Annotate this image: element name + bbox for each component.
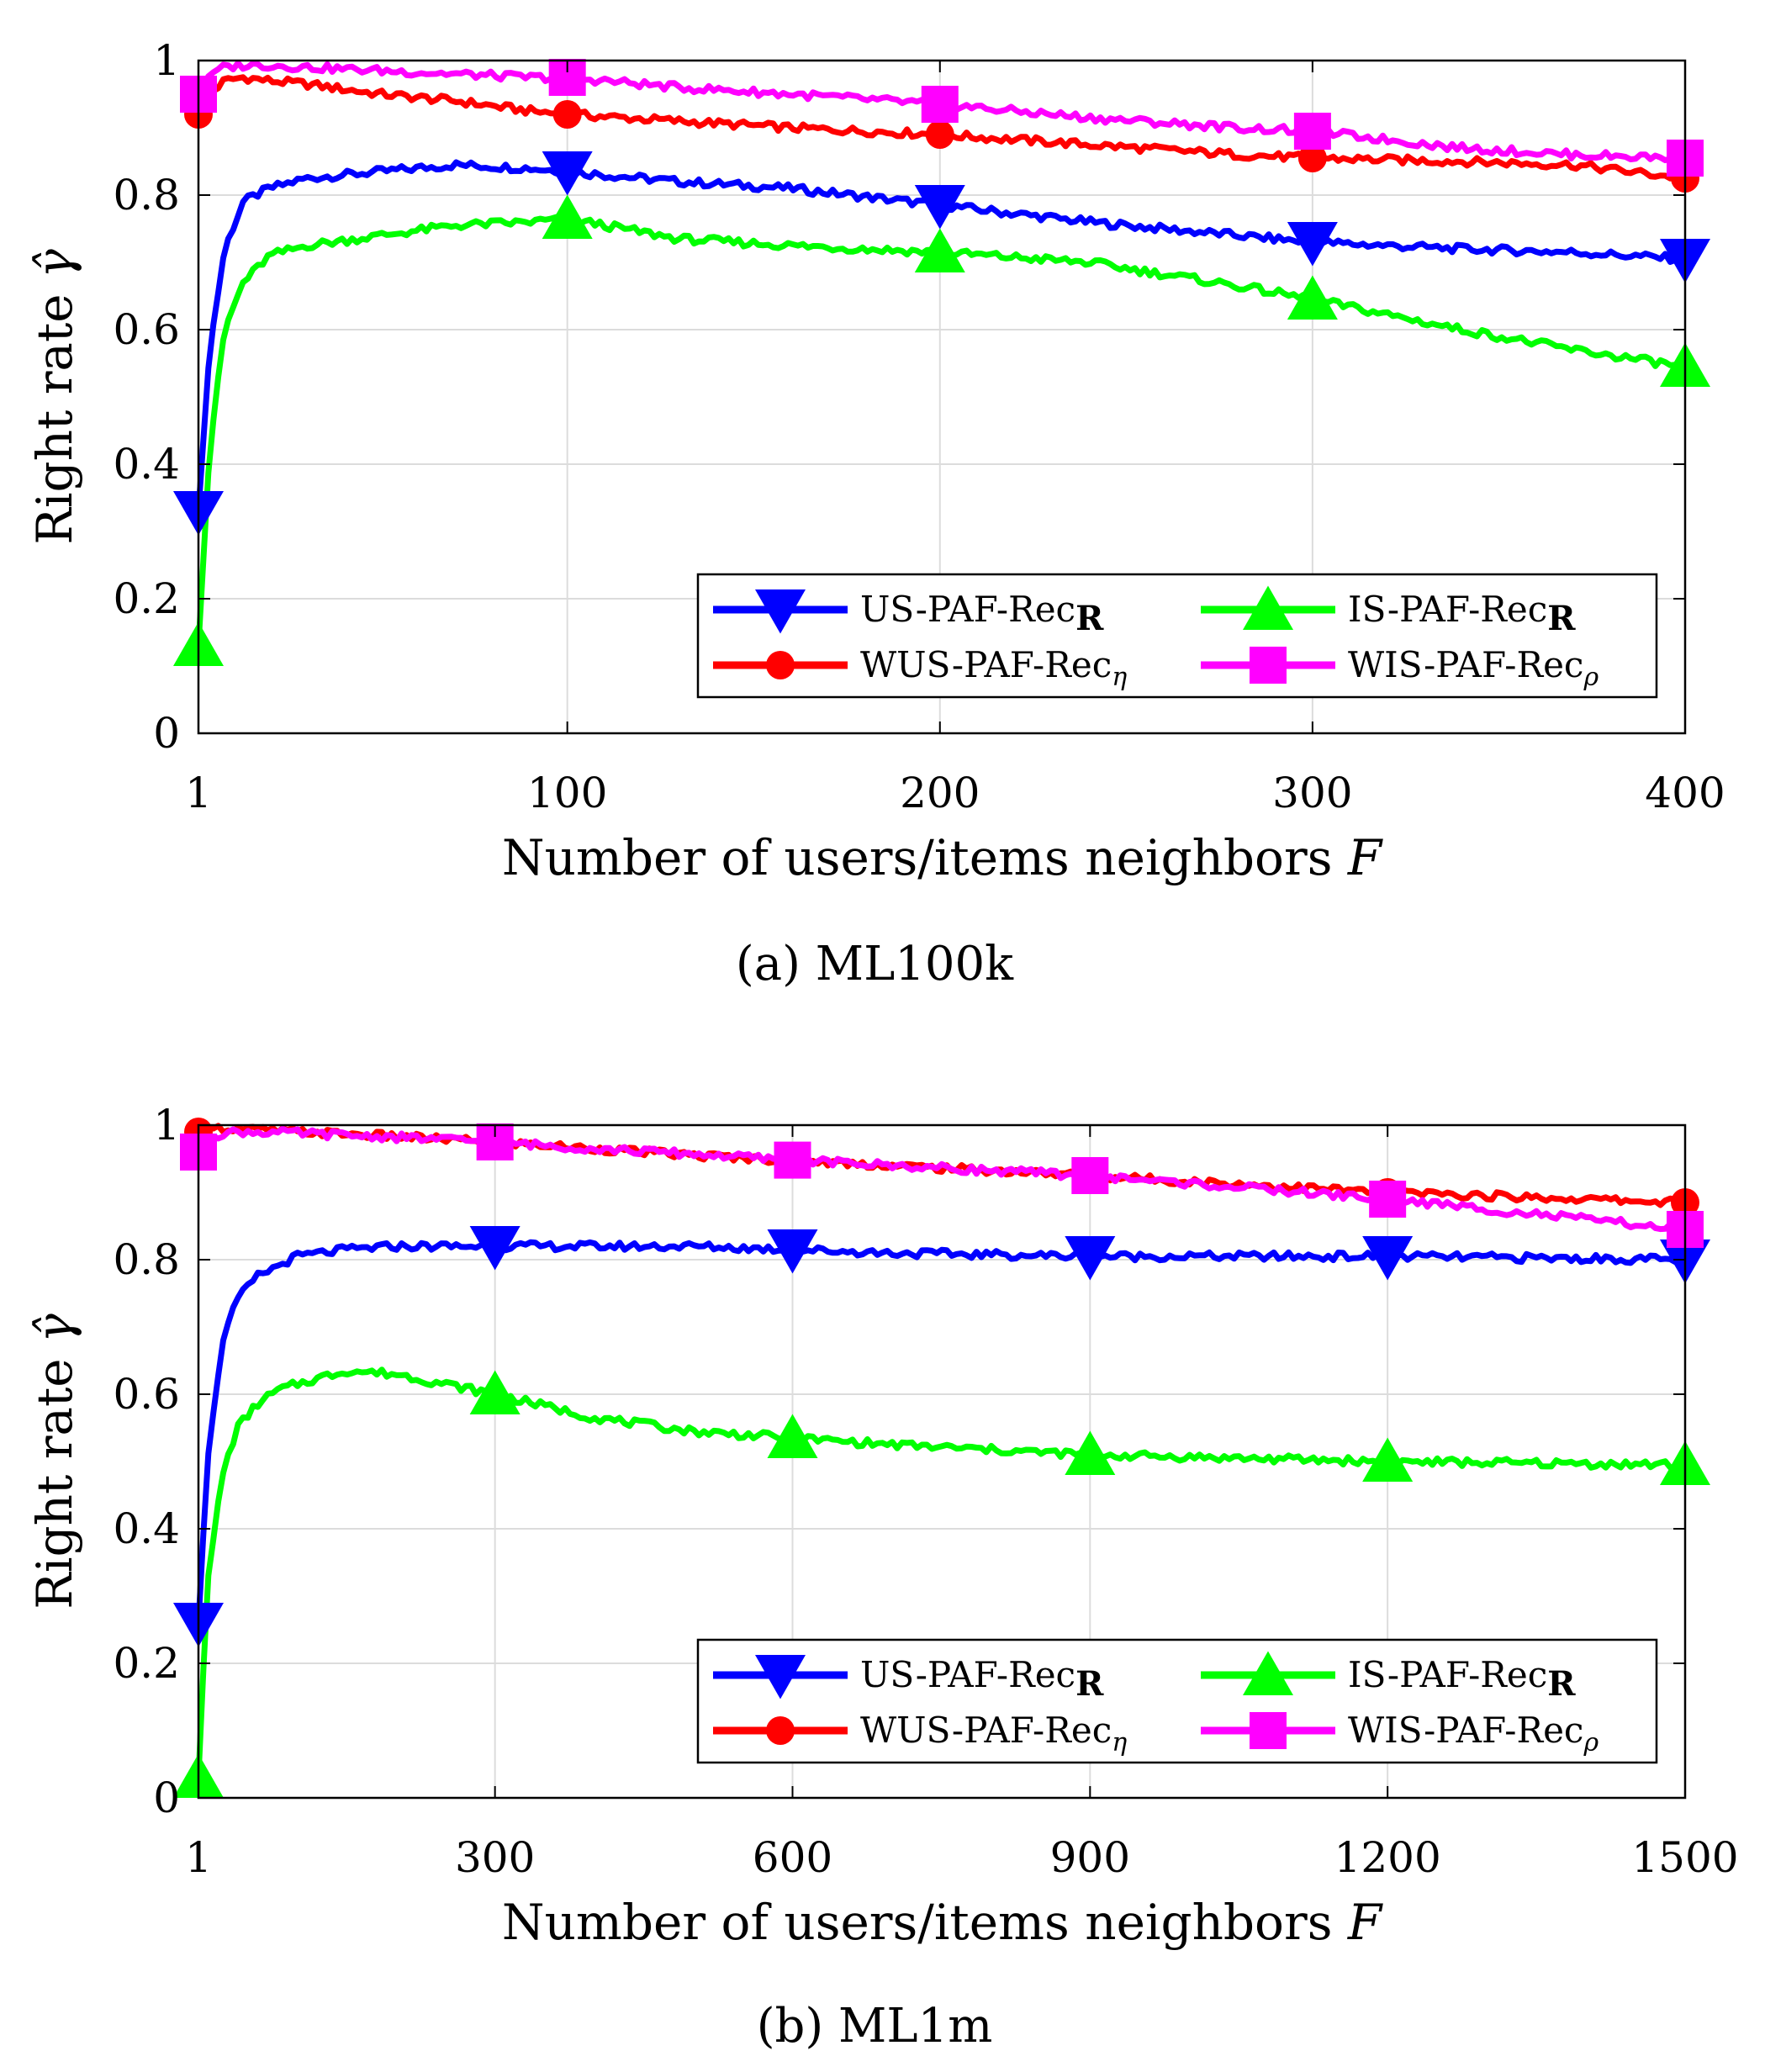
data-point-us-paf-rec — [914, 185, 965, 230]
data-point-is-paf-rec — [914, 228, 965, 272]
legend-item-wis-paf-rec: WIS-PAF-Recρ — [1201, 644, 1599, 692]
data-point-us-paf-rec — [767, 1229, 818, 1274]
chart-caption: (b) ML1m — [757, 1999, 993, 2054]
axes-box — [197, 1123, 1687, 1800]
series-line-is-paf-rec — [195, 1366, 1687, 1779]
legend-marker — [766, 1716, 795, 1745]
y-tick-label: 1 — [153, 1101, 180, 1150]
legend-marker — [1250, 647, 1287, 684]
data-point-wis-paf-rec — [1293, 113, 1331, 150]
y-tick-label: 0 — [153, 709, 180, 758]
legend-marker — [766, 651, 795, 679]
data-point-is-paf-rec — [767, 1414, 818, 1458]
legend-item-wus-paf-rec: WUS-PAF-Recη — [713, 1710, 1127, 1758]
y-tick-label: 1 — [153, 36, 180, 85]
legend-marker — [1243, 585, 1293, 630]
legend: US-PAF-RecRWUS-PAF-RecηIS-PAF-RecRWIS-PA… — [696, 1638, 1658, 1764]
y-axis-label: Right rate γ̂ — [26, 249, 83, 545]
chart-caption: (a) ML100k — [736, 937, 1014, 991]
data-point-us-paf-rec — [1362, 1236, 1414, 1281]
data-point-us-paf-rec — [542, 151, 593, 196]
data-point-us-paf-rec — [1287, 222, 1338, 267]
series-line-us-paf-rec — [195, 1239, 1686, 1624]
y-tick-label: 0.4 — [113, 440, 180, 489]
legend-marker — [1250, 1712, 1287, 1749]
data-point-is-paf-rec — [1065, 1430, 1116, 1475]
x-tick-label: 1 — [185, 769, 212, 817]
data-point-us-paf-rec — [469, 1226, 521, 1271]
y-tick-label: 0.8 — [113, 1235, 180, 1284]
axes-box — [197, 59, 1687, 735]
legend: US-PAF-RecRWUS-PAF-RecηIS-PAF-RecRWIS-PA… — [696, 573, 1658, 699]
legend-item-wis-paf-rec: WIS-PAF-Recρ — [1201, 1710, 1599, 1758]
x-tick-label: 100 — [527, 769, 607, 817]
data-point-wis-paf-rec — [1369, 1181, 1407, 1218]
data-point-wus-paf-rec — [552, 100, 582, 129]
series-line-wis-paf-rec — [196, 1125, 1688, 1234]
x-axis-label: Number of users/items neighbors F — [502, 1894, 1383, 1951]
x-tick-label: 1200 — [1334, 1833, 1441, 1882]
data-point-wis-paf-rec — [774, 1141, 811, 1179]
legend-label: WIS-PAF-Recρ — [1348, 644, 1599, 692]
data-point-wis-paf-rec — [1071, 1157, 1109, 1194]
data-point-wis-paf-rec — [921, 86, 959, 123]
chart-panel-2: 1 300 600 900 1200 1500 0 0.2 0.4 0.6 0.8 1 Number o… — [26, 1101, 1739, 2054]
legend-label: WIS-PAF-Recρ — [1348, 1710, 1599, 1758]
legend-box — [696, 1638, 1658, 1764]
data-point-us-paf-rec — [1065, 1236, 1116, 1281]
legend-label: WUS-PAF-Recη — [860, 644, 1127, 692]
y-tick-label: 0.2 — [113, 574, 180, 623]
y-tick-label: 0 — [153, 1773, 180, 1822]
x-axis-label: Number of users/items neighbors F — [502, 829, 1383, 886]
data-point-is-paf-rec — [469, 1370, 521, 1414]
series-line-wus-paf-rec — [197, 1123, 1688, 1209]
data-point-is-paf-rec — [1362, 1437, 1414, 1482]
data-point-is-paf-rec — [1287, 275, 1338, 320]
x-tick-label: 400 — [1645, 769, 1725, 817]
x-tick-label: 300 — [1272, 769, 1352, 817]
legend-box — [696, 573, 1658, 699]
data-point-wus-paf-rec — [925, 120, 954, 149]
x-tick-label: 200 — [900, 769, 980, 817]
y-tick-label: 0.8 — [113, 171, 180, 219]
legend-item-wus-paf-rec: WUS-PAF-Recη — [713, 644, 1127, 692]
y-tick-label: 0.2 — [113, 1639, 180, 1688]
x-tick-label: 300 — [455, 1833, 535, 1882]
chart-panel-1: 1 100 200 300 400 0 0.2 0.4 0.6 0.8 1 Number of use… — [26, 36, 1725, 991]
x-tick-label: 600 — [753, 1833, 832, 1882]
y-axis-label: Right rate γ̂ — [26, 1314, 83, 1610]
data-point-is-paf-rec — [542, 194, 593, 239]
legend-marker — [755, 1655, 806, 1699]
y-tick-label: 0.6 — [113, 305, 180, 354]
legend-marker — [755, 589, 806, 634]
data-point-wus-paf-rec — [1297, 144, 1327, 172]
x-tick-label: 1 — [185, 1833, 212, 1882]
x-tick-label: 900 — [1050, 1833, 1130, 1882]
y-tick-label: 0.6 — [113, 1370, 180, 1419]
y-tick-label: 0.4 — [113, 1504, 180, 1553]
legend-label: WUS-PAF-Recη — [860, 1710, 1127, 1758]
x-tick-label: 1500 — [1631, 1833, 1738, 1882]
legend-marker — [1243, 1651, 1293, 1695]
